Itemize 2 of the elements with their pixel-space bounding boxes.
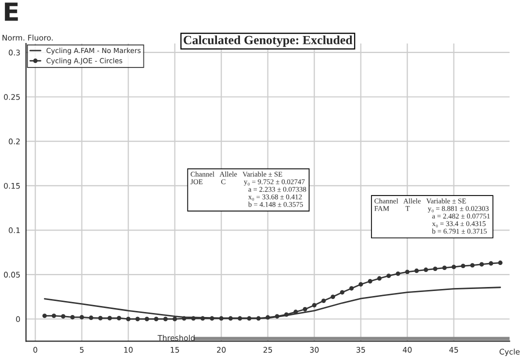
text: E [4, 2, 18, 21]
chart-title: Calculated Genotype: Excluded [184, 35, 352, 47]
